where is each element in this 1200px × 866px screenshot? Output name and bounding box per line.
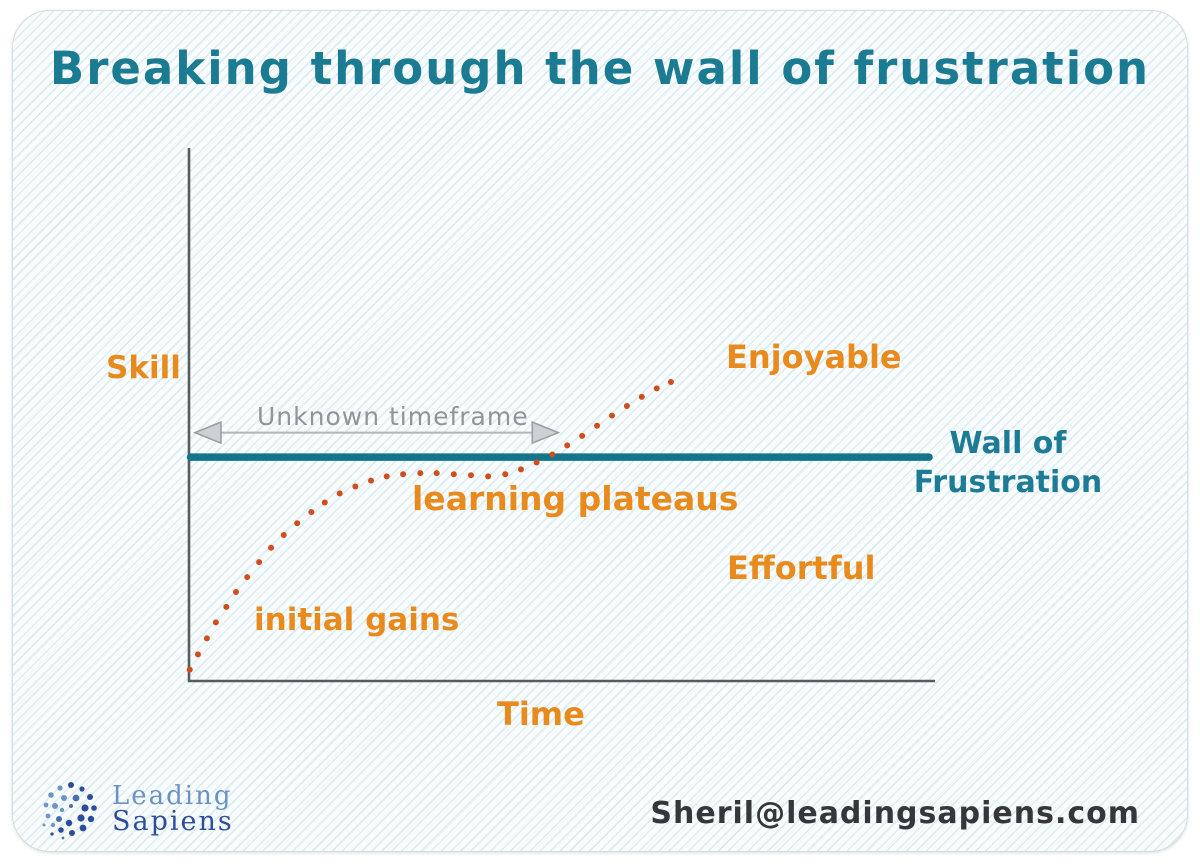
curve-dot	[594, 422, 601, 429]
curve-dot	[232, 588, 239, 595]
contact-email: Sheril@leadingsapiens.com	[650, 796, 1140, 831]
curve-dot	[294, 520, 301, 527]
leading-sapiens-logo: Leading Sapiens	[38, 778, 234, 842]
curve-dot	[564, 442, 571, 449]
curve-dot	[308, 509, 315, 516]
curve-dot	[256, 559, 263, 566]
curve-dot	[549, 451, 556, 458]
curve-dot	[653, 385, 660, 392]
curve-dot	[485, 473, 492, 480]
canvas-card	[12, 10, 1188, 852]
curve-dot	[579, 432, 586, 439]
curve-dot	[212, 619, 219, 626]
curve-dot	[450, 471, 457, 478]
wall-of-frustration-label: Wall of Frustration	[900, 424, 1116, 502]
curve-dot	[383, 473, 390, 480]
curve-dot	[667, 378, 674, 385]
curve-dot	[280, 531, 287, 538]
wall-label-line1: Wall of	[949, 426, 1067, 461]
curve-dot	[321, 499, 328, 506]
brand-name: Leading Sapiens	[112, 778, 234, 835]
curve-dot	[336, 490, 343, 497]
curve-dot	[517, 466, 524, 473]
dots-cluster-icon	[42, 782, 97, 840]
unknown-timeframe-label: Unknown timeframe	[257, 402, 529, 431]
initial-gains-label: initial gains	[254, 602, 460, 638]
curve-dot	[186, 666, 193, 673]
curve-dot	[203, 635, 210, 642]
curve-dot	[502, 471, 509, 478]
curve-dot	[417, 470, 424, 477]
y-axis-label-skill: Skill	[106, 350, 181, 386]
timeframe-arrow-right-head-icon	[531, 420, 561, 445]
curve-dot	[638, 393, 645, 400]
enjoyable-label: Enjoyable	[726, 338, 902, 376]
curve-dot	[533, 459, 540, 466]
axes	[187, 148, 935, 683]
curve-dot	[352, 483, 359, 490]
effortful-label: Effortful	[727, 549, 876, 587]
curve-dot	[223, 603, 230, 610]
curve-dot	[194, 651, 201, 658]
curve-dot	[608, 412, 615, 419]
curve-dot	[400, 471, 407, 478]
curve-dot	[623, 402, 630, 409]
curve-dot	[467, 472, 474, 479]
x-axis-label-time: Time	[497, 695, 585, 733]
brand-line1: Leading	[112, 781, 233, 811]
curve-dot	[368, 477, 375, 484]
brand-line2: Sapiens	[112, 806, 234, 837]
timeframe-arrow-left-head-icon	[192, 420, 222, 445]
curve-dot	[433, 470, 440, 477]
curve-dot	[268, 544, 275, 551]
wall-label-line2: Frustration	[913, 465, 1103, 500]
learning-plateaus-label: learning plateaus	[412, 479, 739, 518]
curve-dot	[244, 574, 251, 581]
page-title: Breaking through the wall of frustration	[49, 42, 1151, 95]
